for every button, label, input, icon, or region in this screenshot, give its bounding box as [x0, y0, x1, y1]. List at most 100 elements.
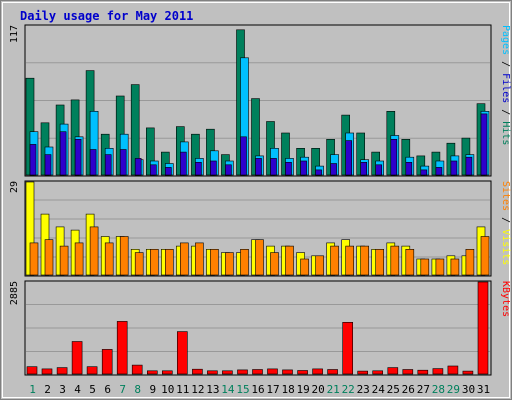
day-label: 6: [104, 383, 111, 396]
legend: KBytes: [500, 281, 511, 317]
y-max-label: 29: [9, 181, 20, 193]
kbytes-bar: [402, 369, 414, 375]
pages-bar: [195, 162, 202, 176]
kbytes-bar: [282, 369, 293, 375]
sites-bar: [74, 242, 84, 276]
sites-bar: [150, 249, 159, 276]
pages-bar: [330, 163, 337, 176]
sites-bar: [465, 249, 475, 276]
legend-entry: Pages: [500, 25, 511, 55]
kbytes-bar: [131, 364, 143, 375]
legend-separator: /: [500, 55, 511, 73]
pages-bar: [300, 160, 307, 176]
sites-bar: [420, 258, 430, 276]
pages-bar: [59, 131, 67, 176]
legend-entry: Visits: [500, 229, 511, 265]
pages-bar: [89, 149, 97, 176]
pages-bar: [480, 113, 488, 176]
legend-separator: /: [500, 211, 511, 229]
pages-bar: [465, 156, 473, 176]
pages-bar: [285, 162, 292, 176]
kbytes-bar: [462, 370, 474, 375]
chart-panel-2: 29 Sites / Visits: [9, 180, 511, 277]
day-label: 5: [89, 383, 96, 396]
pages-bar: [390, 139, 398, 176]
day-label: 20: [311, 383, 324, 396]
day-label: 26: [402, 383, 415, 396]
kbytes-bar: [447, 365, 459, 375]
sites-bar: [270, 252, 279, 276]
sites-bar: [405, 249, 415, 276]
kbytes-bar: [116, 321, 128, 375]
kbytes-bar: [267, 368, 278, 375]
legend-entry: Files: [500, 73, 511, 103]
day-label: 7: [119, 383, 126, 396]
pages-bar: [240, 136, 247, 176]
kbytes-bar: [222, 370, 233, 375]
day-label: 21: [327, 383, 340, 396]
legend: Pages / Files / Hits: [500, 25, 511, 145]
sites-bar: [165, 249, 174, 276]
kbytes-bar: [192, 368, 203, 375]
day-label: 24: [372, 383, 386, 396]
day-label: 12: [191, 383, 204, 396]
sites-bar: [89, 226, 99, 276]
pages-bar: [345, 140, 353, 176]
kbytes-bar: [86, 366, 98, 375]
day-label: 3: [59, 383, 66, 396]
kbytes-bar: [357, 370, 369, 375]
kbytes-bar: [477, 281, 489, 375]
day-label: 30: [462, 383, 475, 396]
sites-bar: [134, 252, 144, 276]
day-label: 10: [161, 383, 174, 396]
sites-bar: [330, 245, 339, 276]
kbytes-bar: [252, 369, 263, 375]
kbytes-bar: [41, 368, 53, 375]
pages-bar: [450, 160, 458, 176]
pages-bar: [104, 154, 112, 176]
kbytes-bar: [432, 368, 444, 375]
day-label: 17: [266, 383, 279, 396]
pages-bar: [29, 144, 37, 176]
pages-bar: [405, 162, 413, 176]
kbytes-bar: [387, 367, 399, 375]
legend-separator: /: [500, 103, 511, 121]
kbytes-bar: [312, 368, 323, 375]
kbytes-bar: [327, 369, 338, 375]
chart-panel-3: 2885 KBytes: [9, 280, 511, 376]
sites-bar: [375, 249, 385, 276]
pages-bar: [119, 149, 127, 176]
day-label: 2: [44, 383, 51, 396]
sites-bar: [225, 252, 234, 276]
pages-bar: [375, 164, 383, 176]
day-label: 28: [432, 383, 445, 396]
x-axis-day-labels: 1 2 3 4 5 6 7 8 9 10 11 12 13 14 15 16 17 18 19 20 21 22 23 24 2…: [29, 383, 490, 396]
day-label: 16: [251, 383, 264, 396]
chart-title: Daily usage for May 2011: [20, 9, 193, 23]
pages-bar: [270, 158, 277, 176]
sites-bar: [255, 239, 264, 276]
kbytes-bar: [207, 370, 218, 375]
sites-bar: [104, 242, 114, 276]
pages-bar: [180, 151, 187, 176]
day-label: 1: [29, 383, 36, 396]
day-label: 4: [74, 383, 81, 396]
kbytes-bar: [417, 369, 429, 375]
day-label: 22: [342, 383, 355, 396]
pages-bar: [165, 167, 172, 176]
kbytes-bar: [372, 370, 384, 375]
legend: Sites / Visits: [500, 181, 511, 265]
y-max-label: 117: [9, 25, 20, 43]
legend-entry: KBytes: [500, 281, 511, 317]
pages-bar: [44, 154, 52, 176]
sites-bar: [390, 245, 400, 276]
pages-bar: [225, 164, 232, 176]
pages-bar: [420, 169, 428, 176]
pages-bar: [255, 158, 262, 176]
kbytes-bar: [26, 366, 38, 375]
pages-bar: [360, 162, 368, 176]
pages-bar: [134, 158, 142, 176]
day-label: 14: [221, 383, 235, 396]
